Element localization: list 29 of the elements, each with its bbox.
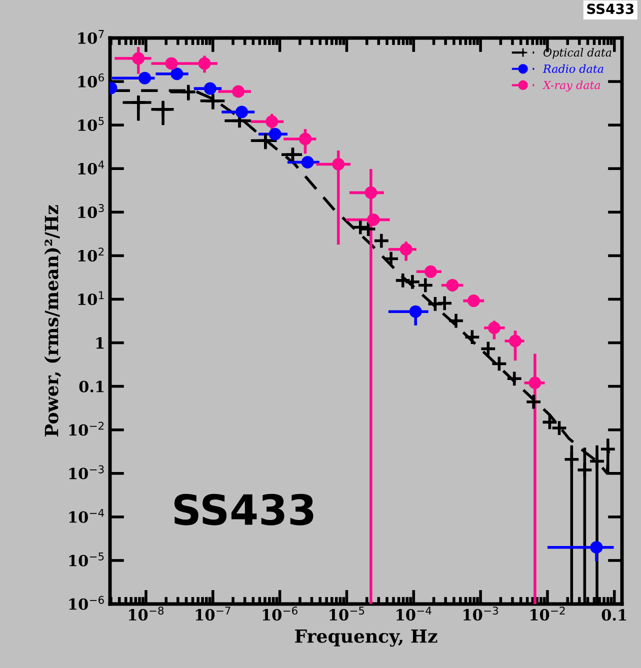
text: SS433: [587, 4, 634, 14]
legend-label: X-ray data: [542, 80, 600, 92]
y-tick-label: 10$^{−3}$: [69, 465, 104, 480]
x-tick-label: 0.1: [602, 609, 626, 621]
y-tick-label: 10$^{−6}$: [69, 596, 104, 610]
y-tick-label: 10$^{2}$: [78, 248, 104, 262]
x-tick-label: 10$^{−2}$: [530, 606, 565, 621]
x-axis-title: Frequency, Hz: [295, 630, 438, 647]
legend-label: Optical data: [544, 48, 612, 59]
y-tick-label: 10$^{3}$: [78, 204, 104, 218]
x-tick-label: 10$^{−3}$: [464, 606, 498, 621]
y-tick-label: 10$^{−2}$: [69, 422, 104, 436]
y-tick-label: 1: [96, 337, 104, 349]
y-tick-label: 10$^{−4}$: [69, 508, 104, 523]
annotation: SS433: [174, 494, 314, 526]
y-tick-label: 10$^{5}$: [78, 117, 104, 131]
x-tick-label: 10$^{−6}$: [262, 606, 298, 621]
y-tick-label: 10$^{−5}$: [69, 552, 104, 566]
y-tick-label: 10$^{1}$: [78, 291, 104, 306]
y-tick-label: 0.1: [79, 380, 104, 392]
y-tick-label: 10$^{7}$: [78, 30, 104, 44]
y-axis-title: Power, (rms/mean)²/Hz: [44, 205, 62, 436]
x-tick-label: 10$^{−7}$: [196, 606, 230, 621]
legend-label: Radio data: [542, 64, 604, 73]
x-tick-label: 10$^{−4}$: [396, 606, 432, 621]
x-tick-label: 10$^{−8}$: [128, 606, 164, 621]
x-tick-label: 10$^{−5}$: [330, 606, 364, 621]
y-tick-label: 10$^{6}$: [78, 73, 104, 88]
y-tick-label: 10$^{4}$: [78, 160, 104, 175]
